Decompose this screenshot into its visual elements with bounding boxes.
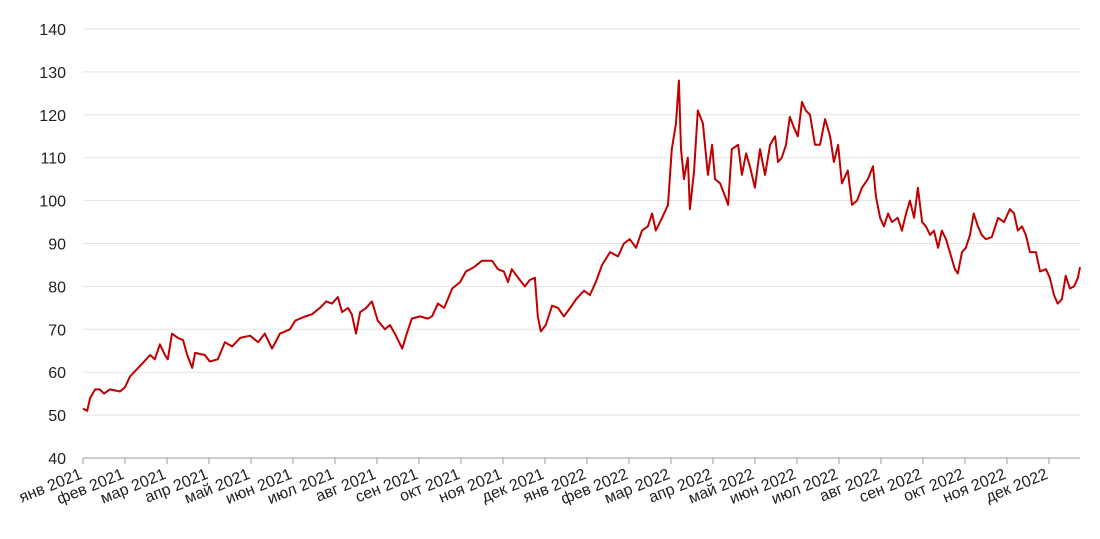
y-tick-label: 100	[39, 194, 66, 211]
y-tick-label: 40	[48, 451, 66, 468]
y-tick-label: 90	[48, 237, 66, 254]
y-tick-label: 120	[39, 108, 66, 125]
y-tick-label: 50	[48, 408, 66, 425]
y-tick-label: 60	[48, 365, 66, 382]
price-line	[82, 79, 1081, 412]
y-tick-label: 140	[39, 22, 66, 39]
y-tick-label: 70	[48, 322, 66, 339]
y-tick-label: 130	[39, 65, 66, 82]
y-tick-label: 80	[48, 279, 66, 296]
y-tick-label: 110	[40, 151, 66, 168]
